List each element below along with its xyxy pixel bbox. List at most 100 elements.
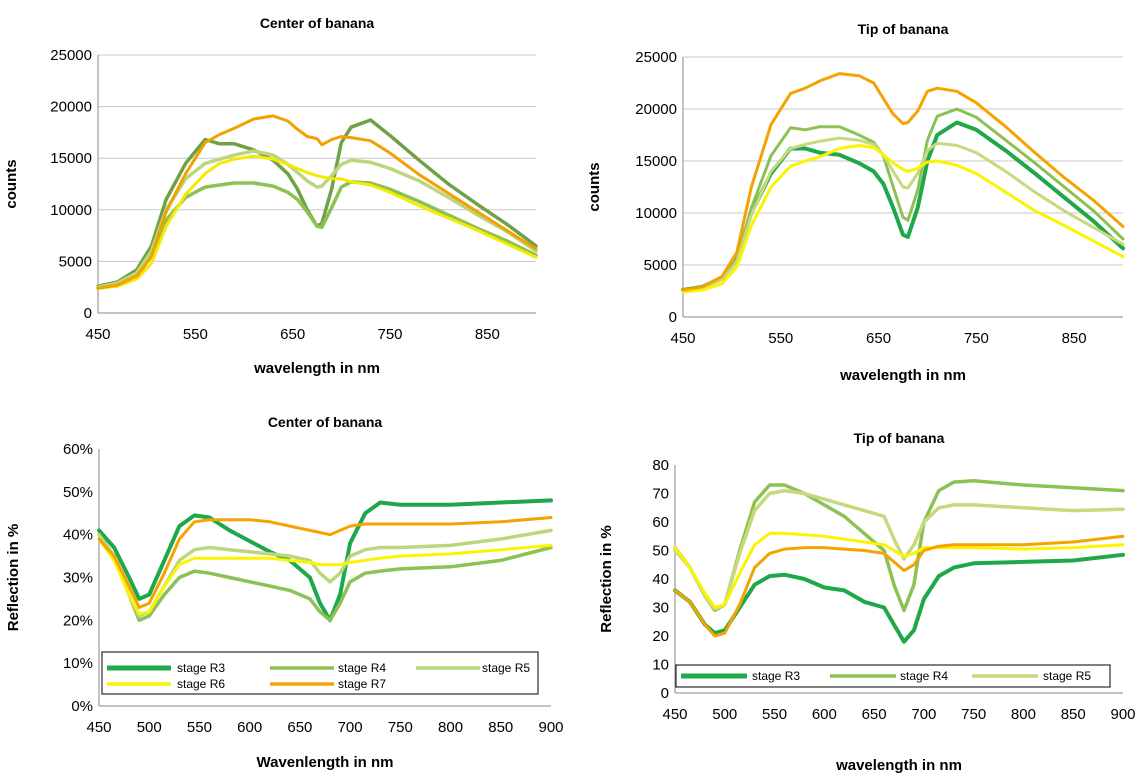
x-tick-label: 850 bbox=[475, 326, 500, 343]
legend-label: stage R6 bbox=[177, 677, 225, 691]
series-line-4 bbox=[673, 531, 1125, 609]
x-tick-label: 550 bbox=[768, 330, 793, 347]
y-tick-label: 25000 bbox=[50, 47, 92, 64]
legend-label: stage R4 bbox=[338, 661, 386, 675]
y-tick-label: 50 bbox=[652, 543, 669, 560]
x-tick-label: 750 bbox=[388, 719, 413, 736]
x-tick-label: 550 bbox=[183, 326, 208, 343]
series-line-2 bbox=[96, 180, 538, 290]
legend-label: stage R4 bbox=[900, 669, 948, 683]
y-tick-label: 5000 bbox=[644, 257, 677, 274]
x-tick-label: 850 bbox=[488, 719, 513, 736]
chart-title: Center of banana bbox=[268, 414, 383, 430]
chart-4: 0 10 20 30 40 50 60 70 80 450 500 550 600 650 700 750 80… bbox=[598, 430, 1136, 774]
x-tick-label: 800 bbox=[438, 719, 463, 736]
x-axis-label: Wavenlength in nm bbox=[257, 754, 394, 771]
y-tick-label: 20% bbox=[63, 612, 93, 629]
y-tick-label: 10% bbox=[63, 655, 93, 672]
chart-2: 0 5000 10000 15000 20000 25000 450 550 650 750 850… bbox=[586, 21, 1125, 384]
x-tick-label: 550 bbox=[187, 719, 212, 736]
legend-chart-3: stage R3 stage R4 stage R5 stage R6 stage R7 bbox=[101, 651, 539, 695]
y-tick-label: 0 bbox=[661, 685, 669, 702]
x-tick-label: 750 bbox=[964, 330, 989, 347]
x-tick-label: 600 bbox=[237, 719, 262, 736]
x-tick-label: 450 bbox=[670, 330, 695, 347]
y-tick-label: 40% bbox=[63, 527, 93, 544]
x-tick-label: 450 bbox=[662, 706, 687, 723]
y-tick-label: 5000 bbox=[59, 253, 92, 270]
series-line-4 bbox=[97, 537, 553, 616]
series-line-5 bbox=[96, 114, 538, 290]
legend-label: stage R3 bbox=[752, 669, 800, 683]
y-tick-label: 30 bbox=[652, 600, 669, 617]
series-line-2 bbox=[681, 107, 1125, 293]
series-line-1 bbox=[96, 118, 538, 288]
series-line-5 bbox=[97, 516, 553, 609]
x-tick-label: 600 bbox=[812, 706, 837, 723]
x-tick-label: 700 bbox=[338, 719, 363, 736]
x-tick-label: 650 bbox=[287, 719, 312, 736]
series-line-3 bbox=[673, 488, 1125, 611]
series-line-5 bbox=[673, 534, 1125, 638]
y-tick-label: 0% bbox=[71, 698, 93, 715]
y-tick-label: 80 bbox=[652, 457, 669, 474]
y-axis-label: Reflection in % bbox=[598, 525, 615, 633]
y-tick-label: 0 bbox=[84, 305, 92, 322]
x-tick-label: 650 bbox=[866, 330, 891, 347]
series-line-5 bbox=[681, 72, 1125, 292]
x-tick-label: 450 bbox=[85, 326, 110, 343]
chart-1: 0 5000 10000 15000 20000 25000 450 550 650 750 850… bbox=[3, 15, 538, 377]
x-tick-label: 900 bbox=[1110, 706, 1135, 723]
legend-label: stage R3 bbox=[177, 661, 225, 675]
y-tick-label: 20 bbox=[652, 628, 669, 645]
y-tick-label: 10000 bbox=[635, 205, 677, 222]
x-tick-label: 800 bbox=[1011, 706, 1036, 723]
legend-chart-4: stage R3 stage R4 stage R5 bbox=[675, 664, 1111, 688]
y-tick-label: 10 bbox=[652, 657, 669, 674]
legend-label: stage R5 bbox=[1043, 669, 1091, 683]
series-line-3 bbox=[681, 136, 1125, 293]
x-tick-label: 550 bbox=[762, 706, 787, 723]
y-tick-label: 15000 bbox=[50, 150, 92, 167]
x-tick-label: 900 bbox=[538, 719, 563, 736]
series-line-1 bbox=[673, 552, 1125, 644]
x-axis-label: wavelength in nm bbox=[839, 367, 966, 384]
x-tick-label: 650 bbox=[280, 326, 305, 343]
y-tick-label: 25000 bbox=[635, 49, 677, 66]
y-tick-label: 40 bbox=[652, 571, 669, 588]
chart-3: 0% 10% 20% 30% 40% 50% 60% 450 500 550 600 650 700 75… bbox=[5, 414, 564, 771]
x-tick-label: 850 bbox=[1062, 330, 1087, 347]
y-tick-label: 20000 bbox=[50, 99, 92, 116]
y-tick-label: 60 bbox=[652, 514, 669, 531]
x-tick-label: 450 bbox=[86, 719, 111, 736]
y-tick-label: 0 bbox=[669, 309, 677, 326]
y-tick-label: 60% bbox=[63, 441, 93, 458]
y-axis-label: counts bbox=[3, 159, 20, 208]
series-line-2 bbox=[97, 532, 553, 623]
series-line-4 bbox=[96, 154, 538, 290]
x-axis-label: wavelength in nm bbox=[253, 360, 380, 377]
chart-title: Center of banana bbox=[260, 15, 375, 31]
series-line-3 bbox=[97, 528, 553, 618]
y-tick-label: 70 bbox=[652, 486, 669, 503]
x-tick-label: 650 bbox=[862, 706, 887, 723]
chart-title: Tip of banana bbox=[854, 430, 945, 446]
x-tick-label: 500 bbox=[137, 719, 162, 736]
x-tick-label: 750 bbox=[377, 326, 402, 343]
x-tick-label: 750 bbox=[961, 706, 986, 723]
legend-box bbox=[101, 651, 539, 695]
legend-label: stage R7 bbox=[338, 677, 386, 691]
x-axis-label: wavelength in nm bbox=[835, 757, 962, 774]
chart-title: Tip of banana bbox=[858, 21, 949, 37]
y-axis-label: Reflection in % bbox=[5, 524, 22, 632]
x-tick-label: 850 bbox=[1061, 706, 1086, 723]
y-axis-label: counts bbox=[586, 162, 603, 211]
y-tick-label: 30% bbox=[63, 570, 93, 587]
y-tick-label: 10000 bbox=[50, 202, 92, 219]
y-tick-label: 15000 bbox=[635, 153, 677, 170]
series-line-1 bbox=[97, 498, 553, 623]
y-tick-label: 20000 bbox=[635, 101, 677, 118]
legend-label: stage R5 bbox=[482, 661, 530, 675]
x-tick-label: 700 bbox=[911, 706, 936, 723]
